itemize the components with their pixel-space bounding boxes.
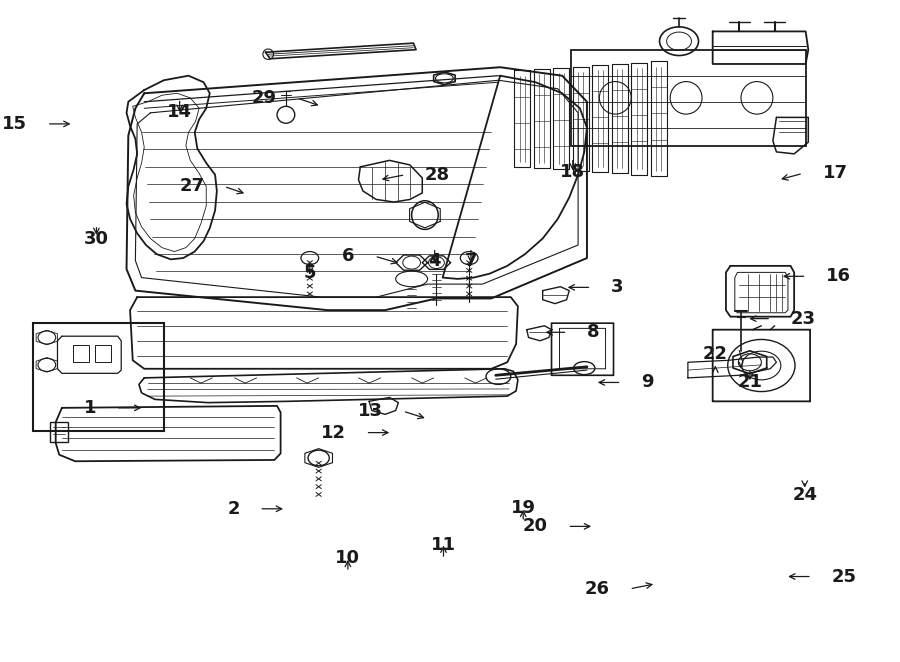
Text: 2: 2: [227, 500, 239, 518]
Text: 8: 8: [587, 323, 599, 342]
Text: 24: 24: [792, 485, 817, 504]
Text: 10: 10: [336, 549, 360, 567]
Text: 20: 20: [523, 518, 548, 536]
Bar: [571, 50, 806, 146]
Text: 15: 15: [2, 115, 27, 133]
Text: 19: 19: [510, 499, 536, 517]
Text: 28: 28: [425, 166, 450, 183]
Text: 6: 6: [342, 247, 355, 265]
Text: 4: 4: [428, 252, 441, 270]
Text: 25: 25: [832, 567, 857, 585]
Text: 23: 23: [791, 310, 815, 328]
Text: 11: 11: [431, 536, 456, 554]
Text: 30: 30: [84, 230, 109, 248]
Bar: [94, 346, 111, 361]
Text: 17: 17: [823, 164, 848, 183]
Text: 13: 13: [358, 402, 383, 420]
Text: 7: 7: [464, 252, 477, 270]
Text: 27: 27: [179, 177, 204, 195]
Text: 21: 21: [737, 373, 762, 391]
Text: 1: 1: [84, 399, 96, 417]
Text: 12: 12: [321, 424, 346, 442]
Bar: [50, 422, 68, 442]
Text: 29: 29: [252, 89, 277, 107]
Text: 26: 26: [585, 580, 610, 598]
Text: 3: 3: [611, 278, 624, 297]
Text: 18: 18: [560, 163, 585, 181]
Bar: [74, 346, 89, 361]
Text: 14: 14: [167, 103, 193, 121]
Text: 22: 22: [703, 346, 728, 363]
Bar: [32, 323, 164, 431]
Text: 9: 9: [641, 373, 653, 391]
Text: 16: 16: [826, 267, 851, 285]
Text: 5: 5: [303, 264, 316, 282]
